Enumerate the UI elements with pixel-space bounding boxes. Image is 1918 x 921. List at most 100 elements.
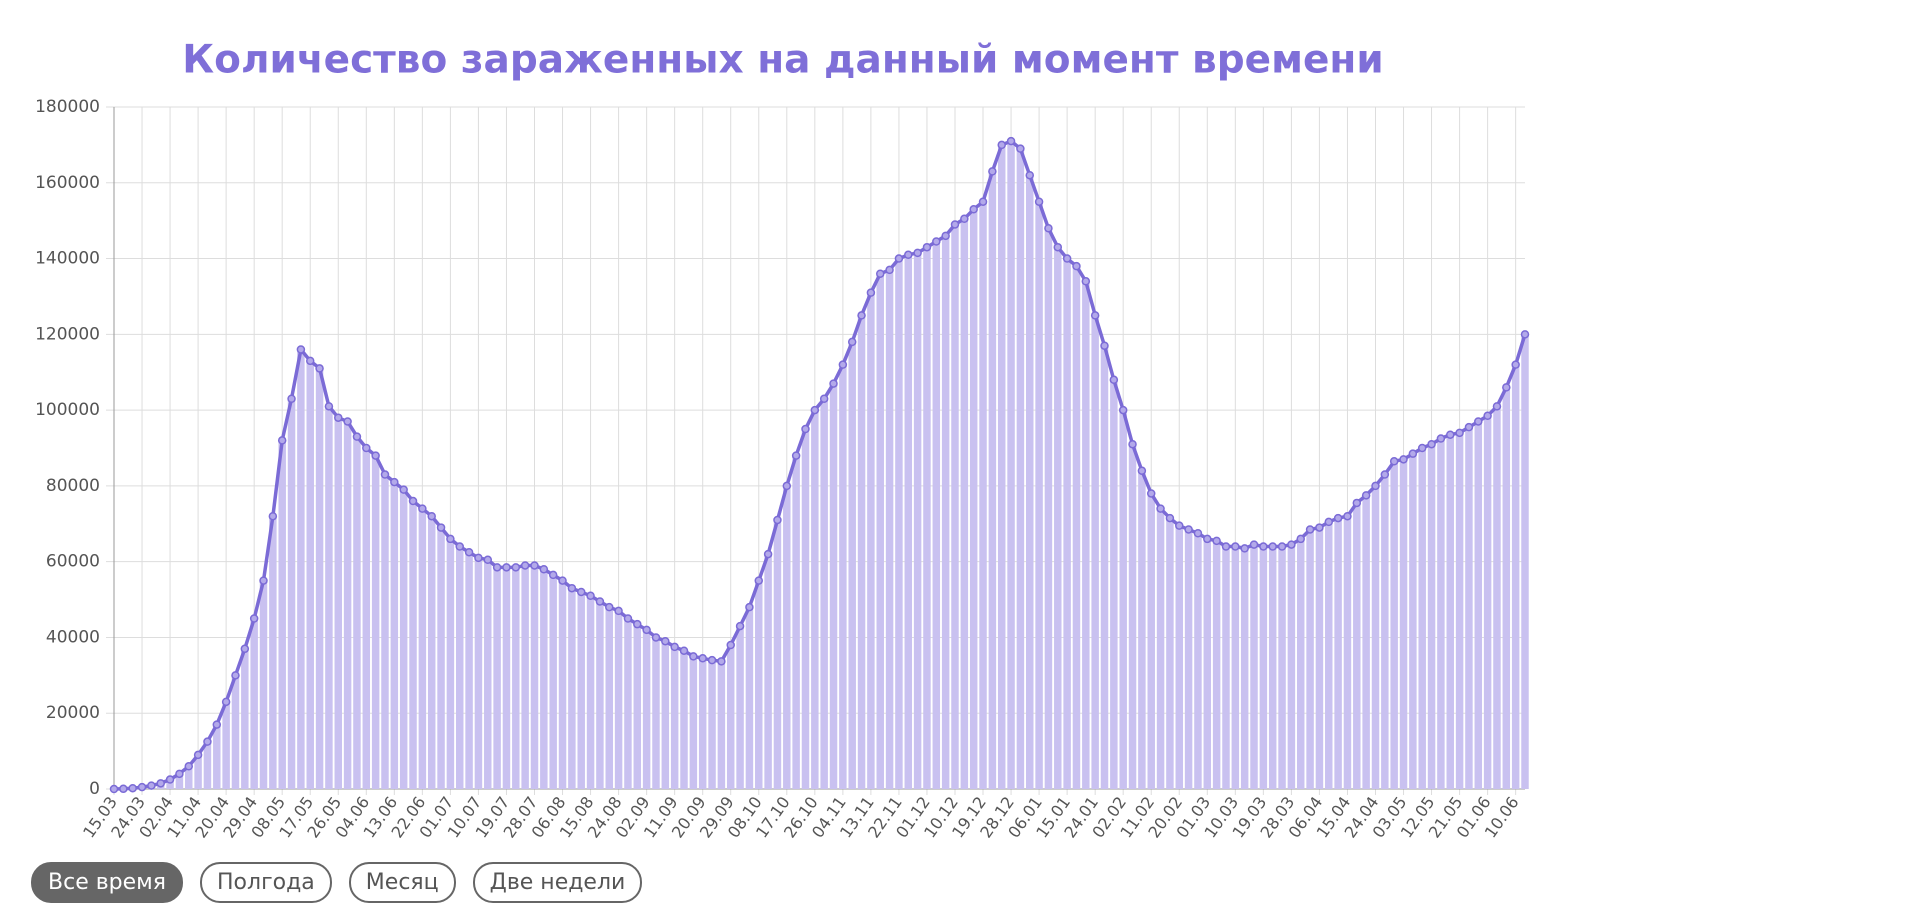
bar	[670, 646, 679, 789]
point	[455, 542, 464, 551]
range-button[interactable]: Две недели	[472, 862, 643, 903]
bar	[1296, 538, 1305, 789]
bar	[614, 610, 623, 789]
point	[1146, 489, 1156, 498]
bar	[484, 559, 492, 789]
bar	[1483, 415, 1492, 789]
point	[1109, 375, 1119, 385]
point	[296, 345, 306, 354]
bar	[325, 406, 333, 789]
point	[791, 451, 801, 460]
point	[679, 646, 689, 655]
point	[1175, 521, 1184, 530]
bar	[540, 569, 548, 789]
bar	[736, 626, 744, 789]
point	[913, 248, 922, 258]
bar	[530, 565, 539, 789]
bar	[1287, 544, 1296, 789]
point	[1100, 341, 1109, 350]
bar	[1100, 345, 1109, 789]
bar	[1278, 546, 1286, 789]
point	[1520, 330, 1530, 339]
bar	[913, 252, 922, 790]
point	[1062, 254, 1072, 263]
point	[885, 265, 894, 275]
bar	[857, 315, 866, 789]
bar	[269, 516, 277, 789]
point	[707, 655, 717, 665]
point	[1118, 405, 1128, 415]
point	[773, 515, 782, 525]
bar	[521, 565, 529, 789]
range-button[interactable]: Месяц	[348, 862, 456, 903]
bar	[1399, 459, 1408, 789]
point	[670, 642, 679, 652]
bar	[783, 485, 791, 789]
point	[1445, 430, 1455, 439]
point	[1296, 534, 1305, 544]
bar	[624, 618, 632, 789]
point	[651, 633, 661, 642]
bar	[633, 624, 642, 789]
point	[1128, 439, 1137, 449]
bar	[1306, 529, 1314, 789]
point	[997, 140, 1006, 150]
bar	[306, 360, 314, 789]
point	[1072, 261, 1081, 271]
bar	[502, 567, 511, 789]
bar	[409, 501, 417, 789]
bar	[297, 349, 305, 789]
point	[698, 654, 707, 663]
point	[717, 657, 726, 666]
bar	[315, 368, 324, 789]
bar	[1063, 258, 1071, 789]
point	[595, 597, 605, 606]
point	[754, 576, 764, 585]
range-button[interactable]: Все время	[31, 862, 184, 903]
point	[735, 621, 745, 631]
point	[520, 561, 530, 570]
bar	[203, 741, 212, 789]
point	[483, 555, 493, 565]
bar	[689, 656, 698, 789]
point	[203, 737, 212, 746]
bar	[1138, 470, 1146, 789]
bar	[278, 440, 286, 789]
bar	[1212, 540, 1221, 789]
bar	[726, 645, 735, 789]
bar	[1362, 495, 1370, 789]
point	[1361, 491, 1371, 500]
point	[1165, 513, 1175, 523]
bar	[1521, 334, 1529, 789]
bar	[1493, 406, 1501, 789]
bar	[1325, 521, 1333, 789]
bar	[1371, 485, 1380, 789]
bar	[231, 675, 240, 789]
range-button[interactable]: Полгода	[200, 862, 332, 903]
point	[1380, 470, 1390, 479]
bar	[895, 258, 903, 789]
bar	[362, 448, 371, 789]
bar	[876, 273, 884, 789]
bar	[287, 398, 296, 789]
point	[502, 563, 511, 572]
bar	[839, 364, 847, 789]
bar	[932, 241, 941, 789]
point	[548, 570, 558, 580]
point	[1016, 144, 1025, 153]
point	[838, 360, 848, 369]
bar	[371, 455, 380, 789]
bar	[717, 661, 726, 789]
point	[427, 511, 436, 521]
bar	[568, 588, 576, 789]
point	[1212, 536, 1221, 546]
bar	[904, 254, 913, 789]
point	[1259, 542, 1268, 551]
point	[782, 481, 792, 491]
bar	[456, 546, 464, 789]
point	[399, 485, 408, 494]
bar	[1259, 546, 1268, 789]
point	[1474, 417, 1483, 426]
bar	[1446, 434, 1454, 789]
point	[352, 432, 362, 441]
